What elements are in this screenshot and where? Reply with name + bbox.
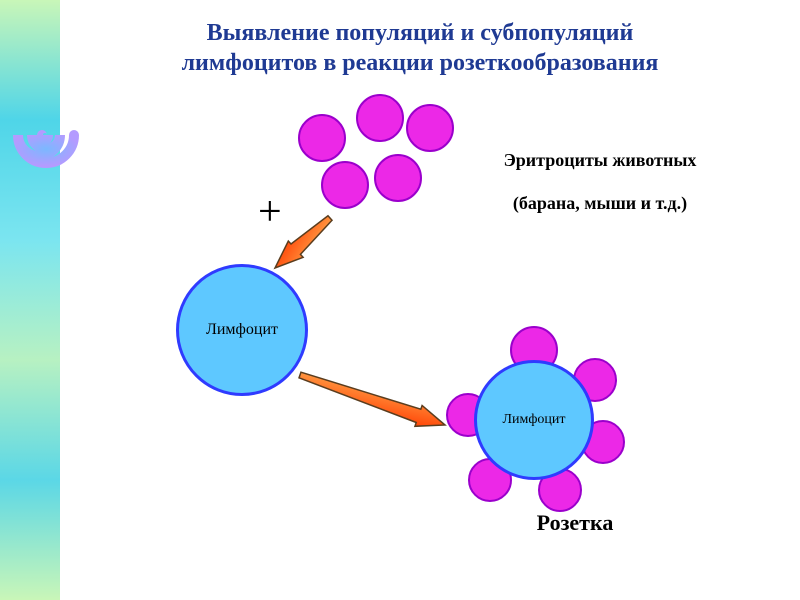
plus-sign: + — [258, 188, 282, 236]
lymphocyte-small: Лимфоцит — [474, 360, 594, 480]
side-gradient-bar — [0, 0, 60, 600]
diagram-stage: Выявление популяций и субпопуляций лимфо… — [0, 0, 800, 600]
spiral-path — [18, 135, 74, 163]
erythrocyte-3 — [406, 104, 454, 152]
erythrocytes-label-line1: Эритроциты животных — [504, 150, 697, 170]
arrows-svg — [0, 0, 800, 600]
spiral-svg — [10, 100, 80, 170]
erythrocyte-5 — [374, 154, 422, 202]
erythrocyte-1 — [298, 114, 346, 162]
arrow-2 — [296, 365, 448, 436]
rosette-label: Розетка — [495, 510, 655, 536]
lymphocyte-small-label: Лимфоцит — [477, 412, 591, 428]
title-line2: лимфоцитов в реакции розеткообразования — [182, 50, 659, 76]
spiral-icon — [10, 100, 80, 175]
spiral-path-group — [18, 135, 74, 163]
lymphocyte-large: Лимфоцит — [176, 264, 308, 396]
erythrocyte-4 — [321, 161, 369, 209]
lymphocyte-large-label: Лимфоцит — [179, 321, 305, 339]
page-title: Выявление популяций и субпопуляций лимфо… — [100, 18, 740, 78]
side-gradient-rect — [0, 0, 60, 600]
erythrocytes-label-line2: (барана, мыши и т.д.) — [513, 193, 687, 213]
title-line1: Выявление популяций и субпопуляций — [207, 20, 634, 46]
side-gradient-svg — [0, 0, 60, 600]
erythrocytes-label: Эритроциты животных (барана, мыши и т.д.… — [460, 128, 740, 214]
erythrocyte-2 — [356, 94, 404, 142]
